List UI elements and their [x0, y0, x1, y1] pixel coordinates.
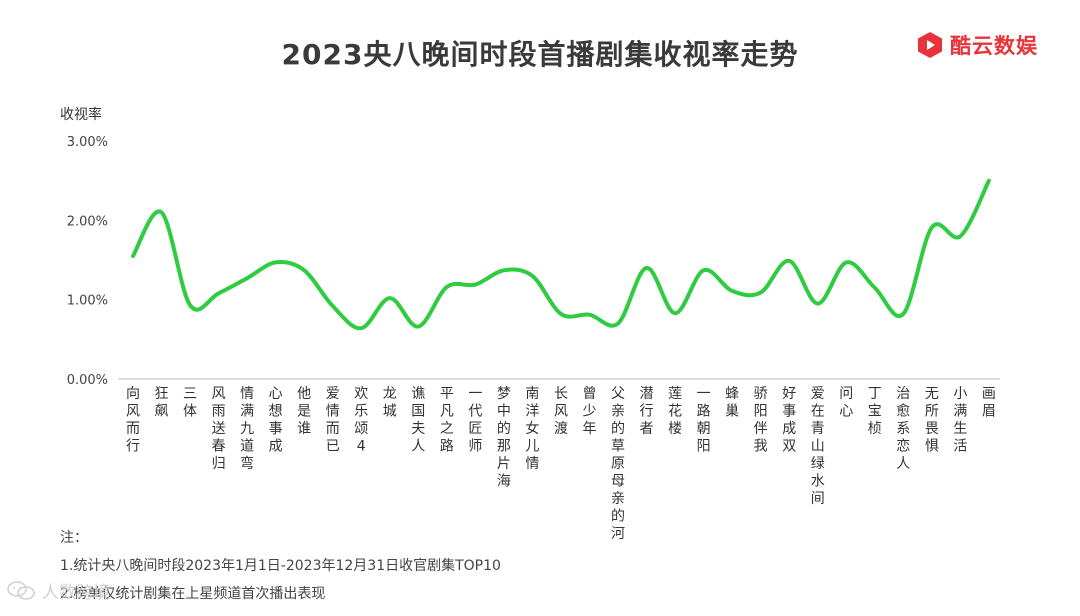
watermark-text: 人数跨境 — [42, 583, 110, 603]
x-tick-label: 南洋女儿情 — [525, 386, 539, 472]
x-tick-label: 向风而行 — [126, 386, 140, 455]
y-axis-label: 收视率 — [60, 107, 102, 123]
notes: 注： 1.统计央八晚间时段2023年1月1日-2023年12月31日收官剧集TO… — [60, 526, 501, 610]
x-tick-label: 平凡之路 — [440, 386, 454, 455]
x-tick-label: 一代匠师 — [468, 386, 482, 455]
x-tick-label: 好事成双 — [782, 386, 796, 455]
series-line — [131, 178, 991, 331]
x-tick-label: 梦中的那片海 — [497, 386, 511, 490]
x-tick-label: 情满九道弯 — [240, 386, 254, 472]
watermark: 人数跨境 — [6, 578, 110, 603]
x-tick-label: 心想事成 — [269, 386, 283, 455]
chart-title: 2023央八晚间时段首播剧集收视率走势 — [281, 38, 799, 71]
x-tick-label: 小满生活 — [953, 386, 967, 455]
x-tick-label: 父亲的草原母亲的河 — [611, 386, 625, 542]
y-tick-label: 2.00% — [67, 214, 108, 229]
x-tick-label: 龙城 — [383, 386, 397, 420]
x-tick-label: 画眉 — [982, 386, 996, 420]
x-tick-label: 治愈系恋人 — [896, 386, 910, 472]
play-hexagon-icon — [918, 32, 942, 58]
x-tick-label: 长风渡 — [554, 386, 568, 437]
x-tick-label: 问心 — [839, 386, 853, 420]
notes-heading: 注： — [60, 530, 88, 546]
y-tick-label: 0.00% — [67, 373, 108, 388]
x-tick-label: 爱在青山绿水间 — [811, 386, 825, 507]
x-tick-label: 潜行者 — [640, 386, 654, 437]
brand-logo: 酷云数娱 — [916, 30, 1038, 60]
x-tick-label: 一路朝阳 — [697, 386, 711, 455]
x-tick-label: 骄阳伴我 — [754, 386, 768, 455]
x-tick-label: 曾少年 — [582, 386, 596, 437]
x-tick-label: 欢乐颂 4 — [354, 386, 368, 455]
x-tick-label: 谯国夫人 — [411, 386, 425, 455]
x-tick-label: 丁宝桢 — [868, 386, 882, 437]
brand-name: 酷云数娱 — [950, 34, 1038, 58]
x-tick-label: 三体 — [183, 386, 197, 420]
wechat-icon — [7, 580, 35, 600]
note-line-1: 1.统计央八晚间时段2023年1月1日-2023年12月31日收官剧集TOP10 — [60, 558, 501, 574]
x-tick-label: 莲花楼 — [668, 386, 682, 437]
x-tick-label: 狂飙 — [155, 386, 169, 420]
x-tick-label: 风雨送春归 — [212, 386, 226, 472]
x-tick-label: 爱情而已 — [326, 386, 340, 455]
note-line-2: 2.榜单仅统计剧集在上星频道首次播出表现 — [60, 586, 326, 602]
x-tick-label: 无所畏惧 — [925, 386, 939, 455]
x-tick-label: 他是谁 — [297, 386, 311, 437]
y-tick-label: 1.00% — [67, 294, 108, 309]
y-tick-label: 3.00% — [67, 135, 108, 150]
x-tick-label: 蜂巢 — [725, 386, 739, 420]
